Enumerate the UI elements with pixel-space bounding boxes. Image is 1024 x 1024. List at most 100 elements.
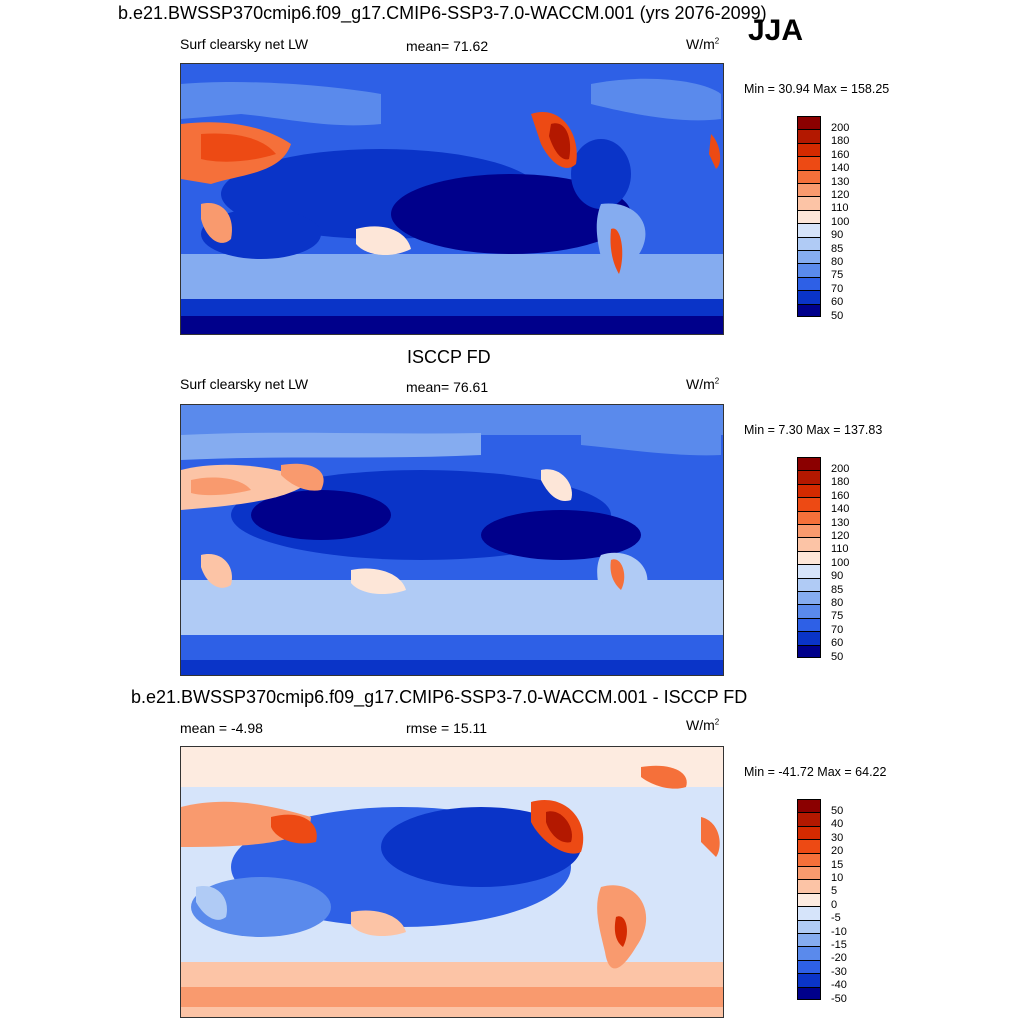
panel3-minmax-label: Min = -41.72 Max = 64.22 bbox=[744, 765, 887, 779]
panel1-colorbar-swatch bbox=[797, 236, 821, 250]
panel2-colorbar-tick-label: 140 bbox=[831, 503, 850, 516]
panel3-colorbar-tick-label: 5 bbox=[831, 885, 838, 898]
panel1-colorbar-tick-label: 100 bbox=[831, 215, 850, 228]
panel2-colorbar-tick-label: 75 bbox=[831, 610, 844, 623]
panel1-units-label: W/m2 bbox=[686, 36, 720, 52]
panel2-colorbar-tick-label: 160 bbox=[831, 489, 850, 502]
panel3-colorbar-tick-label: -15 bbox=[831, 939, 847, 951]
panel1-colorbar-tick-label: 90 bbox=[831, 229, 844, 242]
panel1-colorbar-tick-label: 60 bbox=[831, 296, 844, 309]
panel1-colorbar-swatch bbox=[797, 263, 821, 277]
panel2-colorbar-swatch bbox=[797, 483, 821, 498]
panel1-variable-label: Surf clearsky net LW bbox=[180, 36, 309, 52]
panel3-colorbar-frame bbox=[797, 799, 821, 1000]
panel2-colorbar-swatch bbox=[797, 644, 821, 658]
panel2-colorbar-swatch bbox=[797, 524, 821, 538]
panel1-colorbar-swatch bbox=[797, 290, 821, 304]
panel2-colorbar-swatch bbox=[797, 604, 821, 618]
panel3-colorbar-tick-label: -5 bbox=[831, 912, 841, 925]
panel1-colorbar-tick-label: 130 bbox=[831, 175, 850, 188]
panel3-colorbar-swatch bbox=[797, 866, 821, 880]
season-label: JJA bbox=[748, 14, 804, 47]
panel3-colorbar-tick-label: 15 bbox=[831, 858, 844, 871]
panel1-colorbar-swatch bbox=[797, 223, 821, 237]
panel1-colorbar-tick-label: 160 bbox=[831, 148, 850, 161]
panel1-colorbar-tick-label: 80 bbox=[831, 256, 844, 268]
panel3-colorbar-swatch bbox=[797, 959, 821, 974]
panel2-colorbar-tick-label: 120 bbox=[831, 530, 850, 542]
panel2-colorbar-tick-label: 60 bbox=[831, 637, 844, 650]
panel2-colorbar-tick-label: 50 bbox=[831, 650, 844, 663]
panel1-mean-label: mean= 71.62 bbox=[406, 38, 489, 54]
panel3-title: b.e21.BWSSP370cmip6.f09_g17.CMIP6-SSP3-7… bbox=[131, 687, 748, 707]
panel2-title: ISCCP FD bbox=[407, 347, 491, 367]
panel2-colorbar-swatch bbox=[797, 550, 821, 565]
panel1-colorbar-tick-label: 140 bbox=[831, 162, 850, 175]
panel1-colorbar-tick-label: 85 bbox=[831, 242, 844, 255]
panel3-colorbar-tick-label: 0 bbox=[831, 898, 838, 911]
panel2-map bbox=[180, 404, 724, 676]
panel1-colorbar-swatch bbox=[797, 129, 821, 143]
panel2-units-label: W/m2 bbox=[686, 376, 720, 392]
panel3-colorbar-swatch bbox=[797, 946, 821, 960]
panel2-colorbar-swatch bbox=[797, 564, 821, 578]
panel3-colorbar-tick-label: -10 bbox=[831, 925, 847, 938]
panel2-colorbar-swatch bbox=[797, 497, 821, 511]
panel2-colorbar-swatch bbox=[797, 537, 821, 551]
panel3-colorbar-swatch bbox=[797, 919, 821, 933]
panel2-minmax-label: Min = 7.30 Max = 137.83 bbox=[744, 423, 883, 437]
panel3-units-label: W/m2 bbox=[686, 717, 720, 733]
panel3-colorbar-swatch bbox=[797, 933, 821, 947]
panel3-colorbar-tick-label: -50 bbox=[831, 992, 847, 1005]
panel3-rmse-label: rmse = 15.11 bbox=[406, 720, 488, 736]
panel2-variable-label: Surf clearsky net LW bbox=[180, 376, 309, 392]
panel3-colorbar-swatch bbox=[797, 825, 821, 840]
panel3-colorbar-tick-label: -30 bbox=[831, 965, 847, 978]
panel1-title: b.e21.BWSSP370cmip6.f09_g17.CMIP6-SSP3-7… bbox=[118, 3, 767, 23]
panel2-colorbar-tick-label: 85 bbox=[831, 583, 844, 596]
panel1-colorbar-swatch bbox=[797, 209, 821, 224]
panel1-colorbar-swatch bbox=[797, 250, 821, 264]
panel1-minmax-label: Min = 30.94 Max = 158.25 bbox=[744, 82, 890, 96]
panel1-colorbar-swatch bbox=[797, 183, 821, 197]
panel3-mean-label: mean = -4.98 bbox=[180, 720, 263, 736]
panel1-colorbar-tick-label: 70 bbox=[831, 282, 844, 295]
panel1-colorbar-tick-label: 200 bbox=[831, 122, 850, 134]
panel1-colorbar-tick-label: 180 bbox=[831, 135, 850, 148]
panel3-colorbar-tick-label: -40 bbox=[831, 979, 847, 992]
panel2-colorbar-tick-label: 70 bbox=[831, 623, 844, 636]
panel2-colorbar-swatch bbox=[797, 617, 821, 632]
panel3-colorbar-tick-label: 50 bbox=[831, 805, 844, 817]
panel1-colorbar-swatch bbox=[797, 303, 821, 317]
panel3-colorbar-tick-label: 20 bbox=[831, 845, 844, 858]
panel1-colorbar-tick-label: 110 bbox=[831, 202, 849, 215]
panel1-map bbox=[180, 63, 724, 335]
panel2-mean-label: mean= 76.61 bbox=[406, 379, 489, 395]
panel3-colorbar-swatch bbox=[797, 852, 821, 866]
panel3-map bbox=[180, 746, 724, 1018]
panel1-colorbar-tick-label: 75 bbox=[831, 269, 844, 282]
panel3-colorbar-swatch bbox=[797, 812, 821, 826]
panel2-colorbar-tick-label: 130 bbox=[831, 516, 850, 529]
panel2-colorbar-swatch bbox=[797, 631, 821, 645]
panel1-colorbar-tick-label: 50 bbox=[831, 309, 844, 322]
panel3-colorbar-swatch bbox=[797, 839, 821, 853]
panel3-colorbar-tick-label: 10 bbox=[831, 872, 844, 884]
panel2-colorbar-swatch bbox=[797, 591, 821, 605]
panel2-colorbar-tick-label: 90 bbox=[831, 570, 844, 583]
panel2-colorbar-swatch bbox=[797, 510, 821, 524]
panel2-colorbar-tick-label: 180 bbox=[831, 476, 850, 489]
panel1-colorbar-swatch bbox=[797, 196, 821, 210]
panel2-colorbar-tick-label: 110 bbox=[831, 543, 849, 556]
panel3-colorbar-swatch bbox=[797, 892, 821, 907]
panel3-colorbar-swatch bbox=[797, 879, 821, 893]
panel1-colorbar-swatch bbox=[797, 142, 821, 157]
panel3-colorbar-swatch bbox=[797, 986, 821, 1000]
panel3-colorbar-tick-label: -20 bbox=[831, 952, 847, 965]
panel2-colorbar-swatch bbox=[797, 470, 821, 484]
panel3-colorbar-tick-label: 30 bbox=[831, 831, 844, 844]
panel2-colorbar-frame bbox=[797, 457, 821, 658]
panel2-colorbar-swatch bbox=[797, 577, 821, 591]
panel3-colorbar-tick-label: 40 bbox=[831, 818, 844, 831]
panel1-colorbar-swatch bbox=[797, 276, 821, 291]
